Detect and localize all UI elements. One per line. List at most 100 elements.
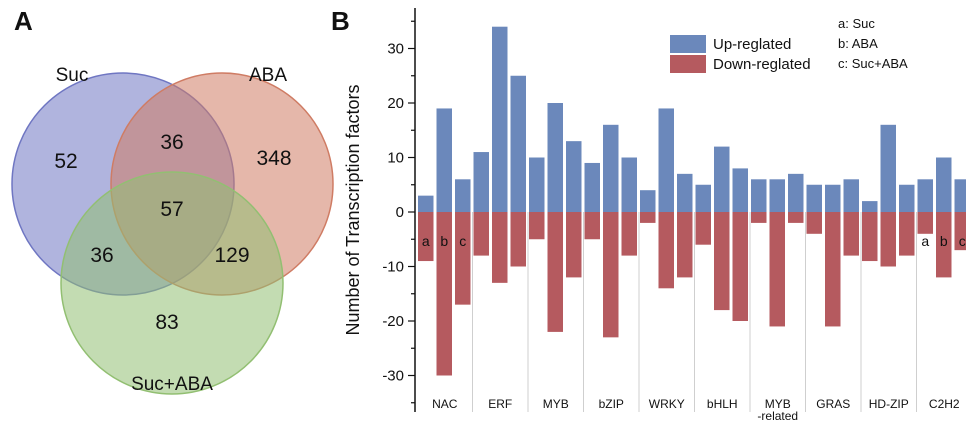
bar-down	[510, 212, 526, 267]
bar-down	[584, 212, 600, 240]
legend-swatch-down	[670, 55, 706, 73]
condition-notes: a: Suc b: ABA c: Suc+ABA	[838, 16, 908, 71]
bar-up	[788, 173, 804, 212]
x-category-label: NAC	[432, 397, 458, 411]
x-category-label: bHLH	[707, 397, 738, 411]
venn-label-aba: ABA	[249, 65, 287, 86]
x-category-label: ERF	[488, 397, 512, 411]
venn-region-aba-only: 348	[256, 147, 291, 170]
bar-up	[732, 168, 748, 212]
bar-condition-tag: c	[459, 233, 466, 249]
bar-down	[769, 212, 785, 327]
bar-up	[751, 179, 767, 212]
legend-swatch-up	[670, 35, 706, 53]
x-category-label: MYB	[765, 397, 791, 411]
bar-down	[825, 212, 841, 327]
bar-down	[436, 212, 452, 376]
bar-up	[547, 103, 563, 212]
bar-down	[917, 212, 933, 234]
panel-a-label: A	[14, 6, 33, 36]
bar-up	[769, 179, 785, 212]
y-tick-label: 30	[387, 41, 404, 58]
bar-condition-tag: b	[940, 233, 948, 249]
bar-down	[936, 212, 952, 278]
bar-up	[880, 124, 896, 212]
legend-label-down: Down-reglated	[713, 56, 811, 73]
bar-down	[603, 212, 619, 338]
y-tick-label: 0	[396, 204, 404, 221]
y-tick-label: 20	[387, 95, 404, 112]
bar-condition-tag: c	[959, 233, 966, 249]
venn-region-suc-sucaba: 36	[90, 244, 113, 267]
bar-up	[658, 108, 674, 212]
note-a: a: Suc	[838, 16, 875, 31]
bar-down	[418, 212, 434, 262]
bar-down	[695, 212, 711, 245]
bar-down	[492, 212, 508, 283]
venn-label-sucaba: Suc+ABA	[131, 374, 213, 395]
bar-up	[603, 124, 619, 212]
bar-down	[547, 212, 563, 332]
bar-down	[751, 212, 767, 223]
bar-down	[455, 212, 471, 305]
panel-b-label: B	[331, 6, 350, 36]
venn-diagram: Suc ABA Suc+ABA 52 36 348 57 36 129 83	[11, 65, 334, 395]
venn-region-all: 57	[160, 198, 183, 221]
bar-up	[714, 146, 730, 212]
bar-down	[899, 212, 915, 256]
bar-up	[418, 195, 434, 212]
bar-up	[621, 157, 637, 212]
bar-down	[566, 212, 582, 278]
bar-down	[473, 212, 489, 256]
bar-up	[677, 173, 693, 212]
y-tick-label: -20	[382, 313, 404, 330]
bar-up	[455, 179, 471, 212]
bar-up	[843, 179, 859, 212]
x-category-label: C2H2	[929, 397, 960, 411]
x-category-label: MYB	[543, 397, 569, 411]
bar-down	[880, 212, 896, 267]
y-tick-label: -30	[382, 368, 404, 385]
bar-up	[862, 201, 878, 212]
bar-condition-tag: a	[921, 233, 929, 249]
bar-down	[732, 212, 748, 321]
y-tick-label: -10	[382, 259, 404, 276]
venn-region-sucaba-only: 83	[155, 311, 178, 334]
bar-down	[677, 212, 693, 278]
bar-down	[843, 212, 859, 256]
bar-up	[917, 179, 933, 212]
bar-condition-tag: a	[422, 233, 430, 249]
legend-label-up: Up-reglated	[713, 36, 791, 53]
bar-up	[806, 184, 822, 212]
bar-up	[825, 184, 841, 212]
bar-up	[529, 157, 545, 212]
bar-up	[936, 157, 952, 212]
bar-down	[640, 212, 656, 223]
x-category-label: -related	[757, 409, 798, 422]
note-c: c: Suc+ABA	[838, 56, 908, 71]
venn-circle-sucaba	[60, 171, 284, 395]
x-category-label: GRAS	[816, 397, 850, 411]
bar-up	[510, 75, 526, 212]
bar-up	[492, 26, 508, 213]
venn-region-suc-only: 52	[54, 150, 77, 173]
bar-up	[954, 179, 966, 212]
venn-label-suc: Suc	[56, 65, 89, 86]
bar-up	[566, 141, 582, 212]
bar-down	[862, 212, 878, 262]
bar-up	[899, 184, 915, 212]
bar-down	[806, 212, 822, 234]
x-category-label: WRKY	[649, 397, 685, 411]
bar-down	[529, 212, 545, 240]
y-axis-title: Number of Transcription factors	[343, 84, 363, 335]
x-category-label: bZIP	[599, 397, 624, 411]
venn-region-aba-sucaba: 129	[214, 244, 249, 267]
bar-condition-tag: b	[440, 233, 448, 249]
bar-down	[788, 212, 804, 223]
bar-up	[695, 184, 711, 212]
bar-up	[584, 162, 600, 212]
bar-up	[436, 108, 452, 212]
